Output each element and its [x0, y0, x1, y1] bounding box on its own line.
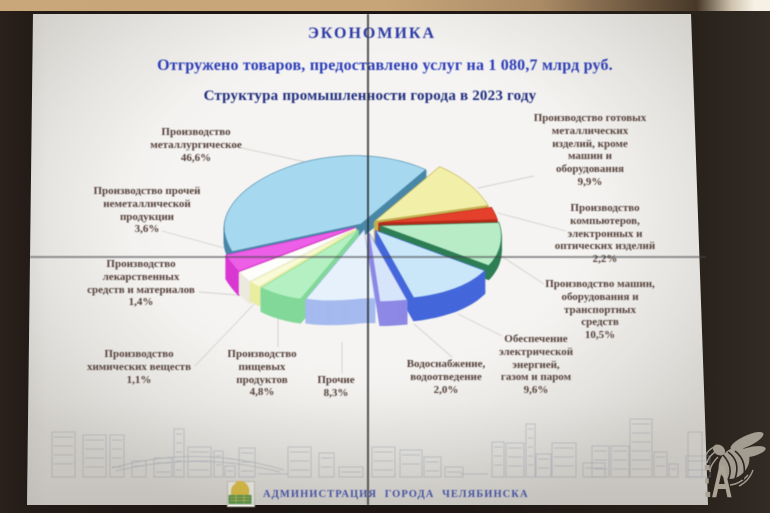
- svg-text:ЕА: ЕА: [692, 456, 732, 507]
